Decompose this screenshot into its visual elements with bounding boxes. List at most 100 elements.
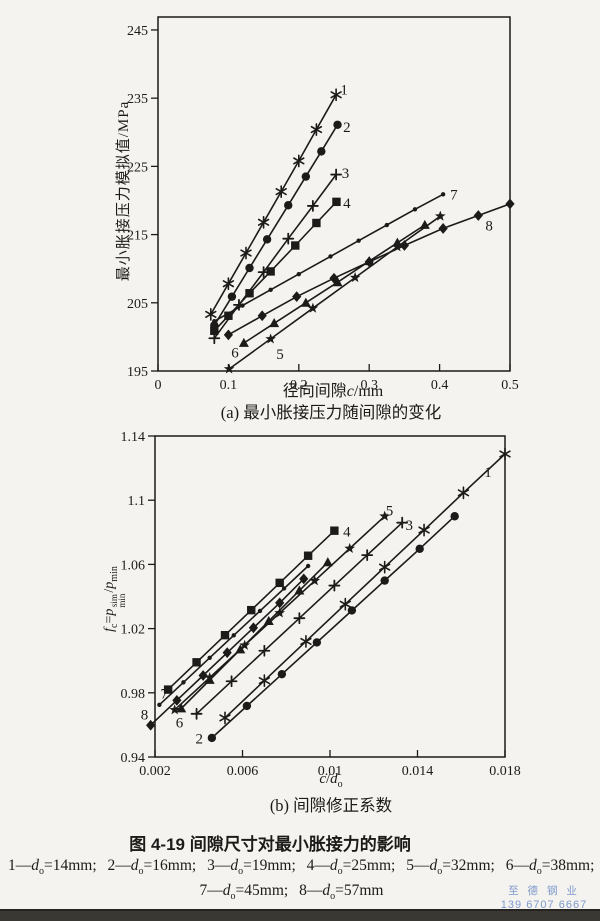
x-tick-label: 0.014: [402, 764, 434, 779]
marker-diamond: [473, 210, 483, 221]
marker-triangle: [294, 585, 305, 595]
x-tick-label: 0.002: [139, 764, 171, 779]
series-3-number-label: 3: [342, 166, 350, 182]
marker-star5: [274, 607, 286, 618]
marker-plus: [190, 707, 203, 720]
marker-diamond: [248, 622, 259, 634]
y-tick-label: 235: [127, 92, 148, 107]
marker-circle: [207, 733, 217, 743]
marker-triangle: [392, 237, 403, 247]
x-tick-label: 0.01: [318, 764, 343, 779]
marker-asterisk: [293, 154, 305, 168]
marker-circle: [242, 701, 252, 711]
marker-dot: [268, 287, 273, 293]
x-tick-label: 0: [155, 378, 162, 393]
marker-circle: [301, 172, 311, 181]
marker-diamond: [275, 597, 285, 609]
y-tick-label: 0.98: [121, 687, 146, 702]
x-tick-label: 0.3: [360, 378, 378, 393]
y-tick-label: 1.06: [121, 558, 146, 573]
marker-square: [291, 241, 300, 250]
marker-asterisk: [330, 88, 342, 102]
marker-diamond: [399, 240, 409, 251]
x-tick-label: 0.4: [431, 378, 449, 393]
legend-item-3: 3—do=19mm;: [207, 857, 300, 878]
marker-dot: [257, 608, 263, 614]
marker-plus: [282, 232, 295, 245]
series-8-number-label: 8: [485, 219, 493, 235]
marker-circle: [415, 544, 424, 554]
d-subscript: o: [337, 779, 343, 790]
x-tick-label: 0.006: [227, 764, 259, 779]
marker-asterisk: [219, 711, 231, 725]
figure-title: 图 4-19 间隙尺寸对最小胀接力的影响: [129, 835, 411, 854]
d-variable: d: [330, 771, 338, 787]
chart-b-caption: (b) 间隙修正系数: [269, 796, 393, 815]
marker-asterisk: [205, 307, 217, 321]
marker-asterisk: [339, 597, 352, 611]
series-1-number-label: 1: [340, 82, 348, 98]
series-1-line: [224, 453, 506, 719]
series-8-number-label: 8: [141, 707, 149, 723]
marker-square: [312, 218, 321, 228]
y-tick-label: 1.14: [121, 430, 146, 445]
legend-item-1: 1—do=14mm;: [8, 857, 101, 878]
marker-triangle: [332, 277, 343, 287]
marker-square: [245, 289, 254, 298]
marker-plus: [330, 168, 343, 181]
series-5-line: [228, 215, 441, 370]
marker-plus: [361, 549, 374, 561]
series-7: 7: [212, 187, 458, 324]
marker-star5: [265, 333, 276, 344]
legend-item-5: 5—do=32mm;: [406, 857, 499, 878]
marker-dot: [212, 319, 217, 324]
x-tick-label: 0.2: [290, 378, 308, 393]
chart-a-x-axis-label: 径向间隙c/mm: [233, 377, 433, 401]
marker-circle: [245, 263, 254, 273]
marker-circle: [227, 292, 237, 301]
marker-triangle: [263, 615, 274, 625]
series-7-number-label: 7: [450, 187, 458, 203]
series-4: 4: [163, 524, 351, 694]
marker-dot: [412, 207, 418, 212]
x-tick-label: 0.5: [501, 378, 519, 393]
series-2-line: [211, 515, 456, 739]
chart-a-frame: [157, 16, 511, 372]
x-tick-label: 0.1: [220, 378, 238, 393]
marker-square: [192, 658, 201, 667]
chart-b-y-axis-label: fc=p sim min/pmin: [102, 519, 127, 679]
marker-asterisk: [499, 447, 511, 461]
marker-square: [247, 605, 256, 615]
series-6-number-label: 6: [176, 715, 184, 731]
marker-asterisk: [258, 674, 271, 688]
marker-dot: [231, 633, 236, 638]
marker-circle: [317, 147, 326, 156]
y-tick-label: 245: [127, 24, 148, 39]
marker-dot: [207, 655, 212, 661]
marker-plus: [225, 675, 238, 688]
legend-line-2: 7—do=45mm; 8—do=57mm: [100, 882, 490, 902]
marker-circle: [312, 638, 322, 647]
marker-star5: [434, 210, 446, 221]
y-tick-label: 1.1: [128, 494, 146, 509]
marker-diamond: [223, 329, 233, 341]
marker-asterisk: [275, 185, 287, 199]
marker-asterisk: [457, 486, 470, 500]
series-7-number-label: 7: [160, 687, 168, 703]
legend-line-1: 1—do=14mm; 2—do=16mm; 3—do=19mm; 4—do=25…: [8, 857, 594, 878]
chart-a: 0 0.1 0.2 0.3 0.4 0.5 195 205 215 225 235 245 1 2 3 4 5 6…: [127, 16, 519, 393]
x-tick-label: 0.018: [489, 764, 521, 779]
legend-item-4: 4—do=25mm;: [306, 857, 400, 878]
marker-dot: [440, 192, 446, 197]
p2-symbol: p: [102, 581, 117, 589]
fc-subscript: c: [108, 623, 120, 628]
legend-item-2: 2—do=16mm;: [107, 857, 201, 878]
chart-a-y-axis-label: 最小胀接压力模拟值/MPa: [116, 100, 132, 282]
marker-star5: [379, 510, 391, 521]
chart-b: 0.002 0.006 0.01 0.014 0.018 0.94 0.98 1.02 1.06…: [121, 430, 521, 779]
y-tick-label: 205: [127, 297, 148, 312]
marker-dot: [281, 586, 287, 591]
series-1: 1: [219, 447, 511, 725]
series-4: 4: [210, 196, 351, 335]
